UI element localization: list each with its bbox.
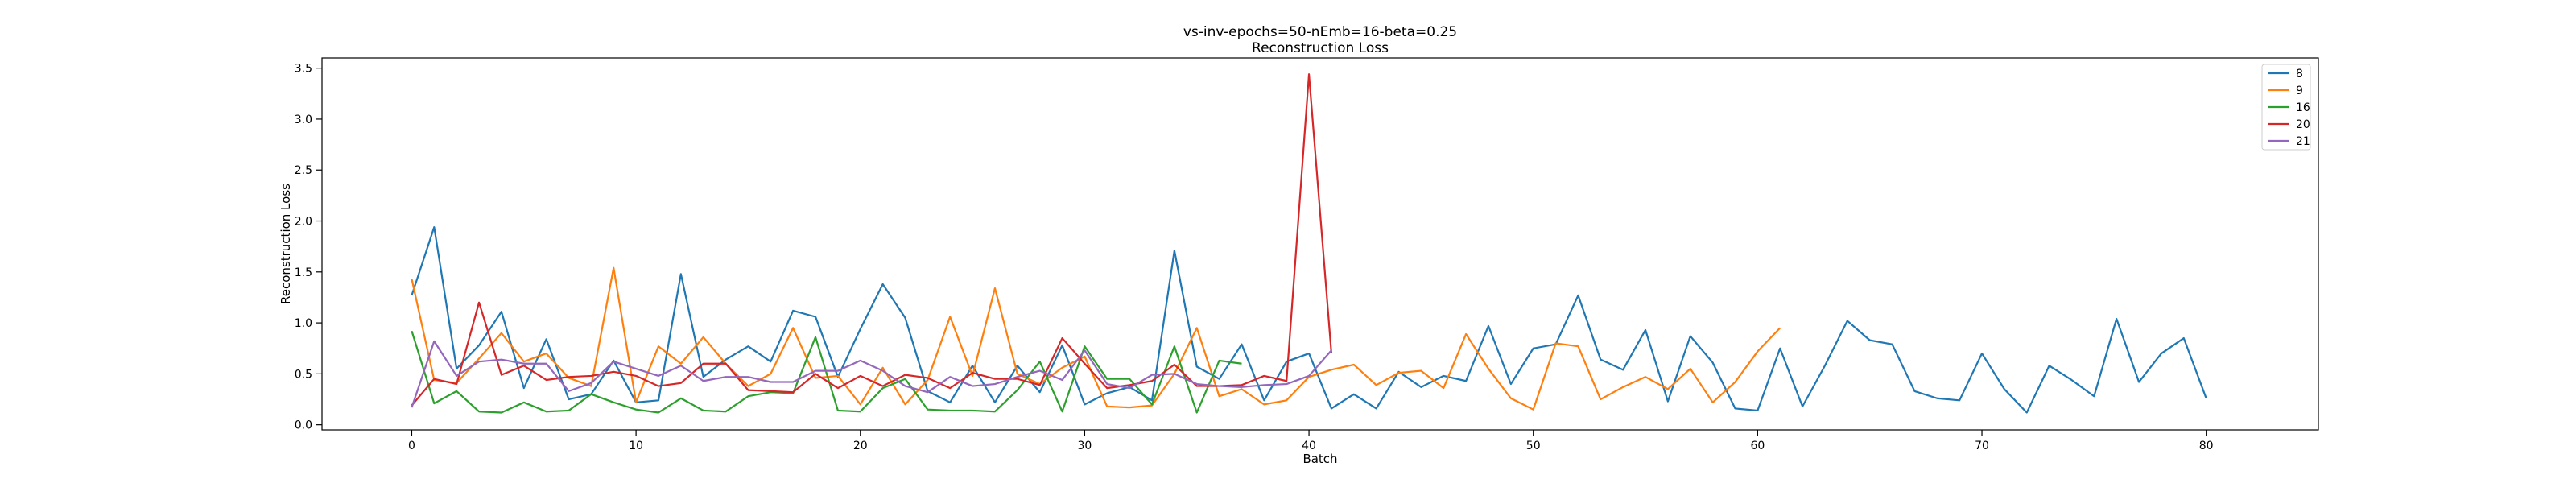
series-line-21 (411, 340, 1332, 408)
legend-label-21: 21 (2296, 135, 2310, 148)
series-line-16 (411, 330, 1242, 414)
x-tick-label: 30 (1078, 440, 1092, 452)
legend-label-9: 9 (2296, 85, 2303, 97)
x-tick-label: 70 (1975, 440, 1989, 452)
y-tick-label: 0.5 (295, 368, 312, 381)
y-tick-label: 1.5 (295, 266, 312, 279)
chart-subtitle: Reconstruction Loss (1252, 40, 1389, 56)
legend-label-8: 8 (2296, 68, 2303, 80)
legend-label-20: 20 (2296, 118, 2310, 131)
series-line-8 (411, 226, 2207, 414)
y-tick-label: 2.0 (295, 216, 312, 229)
x-tick-label: 10 (629, 440, 643, 452)
y-axis-label: Reconstruction Loss (279, 184, 293, 304)
series-line-20 (411, 73, 1333, 407)
y-tick-label: 0.0 (295, 419, 312, 432)
x-tick-label: 40 (1302, 440, 1316, 452)
y-tick-label: 1.0 (295, 317, 312, 330)
x-tick-label: 50 (1526, 440, 1541, 452)
y-tick-label: 3.0 (295, 114, 312, 126)
x-tick-label: 0 (408, 440, 415, 452)
x-tick-label: 20 (853, 440, 868, 452)
series-lines (411, 73, 2207, 414)
chart-title: vs-inv-epochs=50-nEmb=16-beta=0.25 (1183, 24, 1457, 40)
y-tick-label: 3.5 (295, 63, 312, 76)
x-tick-label: 60 (1750, 440, 1765, 452)
legend-label-16: 16 (2296, 101, 2310, 114)
legend: 8 9 16 20 21 (2261, 64, 2311, 151)
series-line-9 (411, 266, 1781, 411)
x-axis-label: Batch (1302, 452, 1337, 466)
x-tick-label: 80 (2199, 440, 2214, 452)
y-axis: 0.0 0.5 1.0 1.5 2.0 2.5 3.0 3.5 (295, 63, 322, 432)
x-axis: 0 10 20 30 40 50 60 70 80 (408, 430, 2214, 452)
y-tick-label: 2.5 (295, 164, 312, 177)
plot-area (321, 57, 2319, 431)
